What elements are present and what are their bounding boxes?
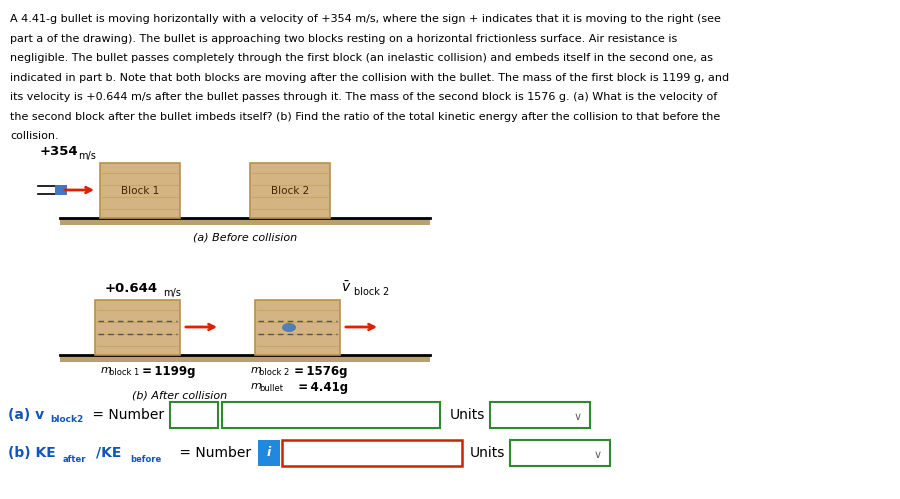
Text: $m$: $m$: [250, 365, 262, 375]
Bar: [510, 440, 610, 466]
Text: ∨: ∨: [574, 412, 582, 422]
Bar: [255, 300, 340, 355]
Text: = Number: = Number: [175, 446, 251, 460]
Text: block 1: block 1: [109, 368, 140, 377]
Text: m/s: m/s: [163, 288, 181, 298]
Text: negligible. The bullet passes completely through the first block (an inelastic c: negligible. The bullet passes completely…: [10, 53, 713, 63]
Text: A 4.41-g bullet is moving horizontally with a velocity of +354 m/s, where the si: A 4.41-g bullet is moving horizontally w…: [10, 14, 721, 24]
Text: (b) KE: (b) KE: [8, 446, 56, 460]
Text: the second block after the bullet imbeds itself? (b) Find the ratio of the total: the second block after the bullet imbeds…: [10, 111, 720, 121]
Text: /KE: /KE: [96, 446, 122, 460]
Text: Units: Units: [450, 408, 485, 422]
Text: +354: +354: [40, 145, 78, 158]
Text: block 2: block 2: [259, 368, 289, 377]
Text: Block 1: Block 1: [121, 186, 159, 196]
Text: (b) After collision: (b) After collision: [132, 391, 228, 401]
Text: = Number: = Number: [88, 408, 164, 422]
Text: Block 2: Block 2: [271, 186, 309, 196]
Bar: [95, 300, 180, 355]
Text: bullet: bullet: [259, 384, 283, 393]
Ellipse shape: [282, 323, 296, 332]
Bar: [250, 163, 330, 218]
Bar: [170, 402, 218, 428]
Text: $m$: $m$: [100, 365, 112, 375]
Text: m/s: m/s: [78, 151, 96, 161]
Text: collision.: collision.: [10, 131, 59, 141]
Text: block2: block2: [50, 416, 83, 425]
Text: (a) v: (a) v: [8, 408, 44, 422]
Bar: [55, 185, 67, 195]
Text: $\bar{v}$: $\bar{v}$: [341, 280, 351, 295]
Bar: [258, 440, 280, 466]
Text: ∨: ∨: [594, 450, 602, 460]
Bar: [60, 218, 430, 225]
Text: block 2: block 2: [354, 287, 389, 297]
Text: after: after: [63, 455, 86, 464]
Bar: [282, 440, 462, 466]
Bar: [222, 402, 440, 428]
Text: its velocity is +0.644 m/s after the bullet passes through it. The mass of the s: its velocity is +0.644 m/s after the bul…: [10, 92, 717, 102]
Text: $m$: $m$: [250, 381, 262, 391]
Bar: [60, 355, 430, 362]
Text: Units: Units: [470, 446, 506, 460]
Text: +0.644: +0.644: [105, 282, 158, 295]
Bar: [490, 402, 590, 428]
Text: indicated in part b. Note that both blocks are moving after the collision with t: indicated in part b. Note that both bloc…: [10, 72, 729, 82]
Text: = 1576g: = 1576g: [290, 365, 347, 378]
Text: before: before: [130, 455, 161, 464]
Bar: [100, 163, 180, 218]
Text: = 1199g: = 1199g: [138, 365, 195, 378]
Text: (a) Before collision: (a) Before collision: [193, 232, 297, 242]
Text: part a of the drawing). The bullet is approaching two blocks resting on a horizo: part a of the drawing). The bullet is ap…: [10, 33, 677, 43]
Text: = 4.41g: = 4.41g: [290, 381, 348, 394]
Text: i: i: [267, 447, 271, 460]
